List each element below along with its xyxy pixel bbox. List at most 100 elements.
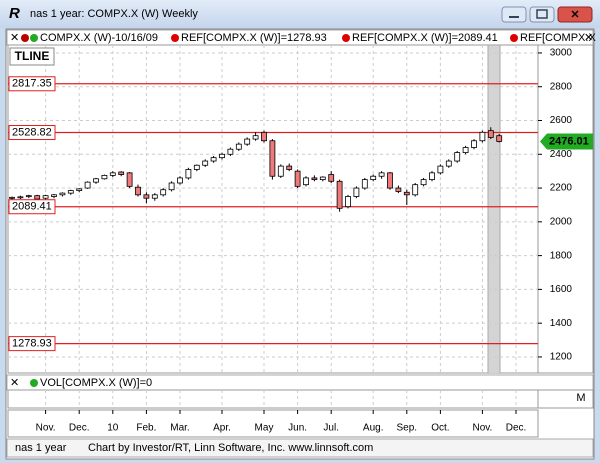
candle-body	[429, 172, 435, 181]
tline-label[interactable]: TLINE	[15, 49, 50, 63]
maximize-button[interactable]	[529, 6, 555, 23]
candle-body	[118, 171, 125, 175]
close-button[interactable]	[557, 6, 593, 23]
legend-entry[interactable]: REF[COMPX.X	[520, 32, 596, 44]
x-tick-label: Nov.	[472, 423, 492, 434]
candle-body	[9, 196, 15, 199]
reference-label-box	[8, 125, 56, 141]
y-tick-label: 1800	[550, 250, 573, 261]
candle-body	[101, 174, 108, 180]
minimize-button[interactable]	[501, 6, 527, 23]
last-price-box	[540, 133, 593, 150]
candle-body	[143, 194, 150, 199]
legend-dot	[30, 379, 38, 387]
candle-body	[328, 174, 335, 182]
candle-body	[177, 177, 183, 184]
legend-close[interactable]: ✕	[10, 32, 19, 44]
legend-close[interactable]: ✕	[584, 32, 593, 44]
candle-body	[17, 196, 24, 199]
cursor-band	[487, 45, 501, 373]
candle-body	[227, 148, 234, 155]
candle-body	[361, 179, 368, 189]
price-pane	[7, 44, 539, 374]
candle-body	[25, 195, 32, 198]
candle-body	[93, 178, 99, 183]
candle-body	[193, 164, 200, 170]
reference-label: 2089.41	[12, 201, 52, 213]
candle-body	[160, 189, 167, 196]
volume-legend[interactable]: VOL[COMPX.X (W)]=0	[40, 377, 152, 389]
x-tick-label: Feb.	[136, 423, 156, 434]
candle-body	[252, 135, 259, 140]
window-title: nas 1 year: COMPX.X (W) Weekly	[30, 8, 198, 20]
maximize-icon	[536, 9, 548, 19]
x-tick-label: Apr.	[213, 423, 231, 434]
candle-body	[67, 190, 74, 194]
plot-area	[8, 45, 538, 373]
legend-dot	[171, 34, 179, 42]
legend-close[interactable]: ✕	[10, 377, 19, 389]
legend-entry[interactable]: REF[COMPX.X (W)]=2089.41	[352, 32, 498, 44]
x-tick-label: May	[255, 423, 274, 434]
volume-axis	[537, 389, 594, 409]
status-bar	[6, 438, 594, 458]
tline-button[interactable]	[9, 47, 55, 66]
candle-body	[76, 188, 83, 191]
candle-body	[151, 194, 158, 199]
candle-body	[261, 131, 267, 142]
x-tick-label: Nov.	[36, 423, 56, 434]
candle-body	[135, 186, 141, 196]
candle-body	[487, 130, 494, 138]
candle-body	[269, 140, 276, 177]
candle-body	[336, 180, 343, 209]
x-tick-label: Jun.	[288, 423, 307, 434]
legend-dot	[342, 34, 350, 42]
reference-label: 1278.93	[12, 338, 52, 350]
y-tick-label: 2400	[550, 149, 573, 160]
reference-label-box	[8, 336, 56, 352]
x-tick-label: Dec.	[506, 423, 527, 434]
legend-dot	[510, 34, 518, 42]
x-tick-label: Sep.	[397, 423, 418, 434]
candle-body	[34, 195, 41, 200]
candle-body	[294, 170, 301, 187]
y-tick-label: 2000	[550, 216, 573, 227]
y-tick-label: 3000	[550, 48, 573, 59]
candle-body	[168, 182, 175, 191]
candle-body	[420, 179, 427, 186]
y-tick-label: 1200	[550, 352, 573, 363]
candle-body	[59, 192, 66, 196]
price-axis	[537, 44, 594, 374]
candle-body	[219, 153, 225, 159]
candle-body	[387, 172, 393, 189]
status-text: nas 1 year	[15, 442, 67, 454]
reference-label-box	[8, 199, 56, 215]
candle-body	[437, 165, 444, 174]
candle-body	[479, 131, 486, 142]
status-text: Chart by Investor/RT, Linn Software, Inc…	[88, 442, 373, 454]
candle-body	[210, 157, 217, 162]
candle-body	[454, 152, 461, 162]
candle-body	[286, 165, 293, 170]
candle-body	[445, 160, 452, 167]
candle-body	[345, 196, 351, 208]
candle-body	[311, 177, 318, 181]
candle-body	[496, 135, 503, 142]
y-tick-label: 2800	[550, 81, 573, 92]
legend-entry[interactable]: REF[COMPX.X (W)]=1278.93	[181, 32, 327, 44]
candle-body	[202, 160, 209, 166]
candle-body	[277, 165, 284, 177]
candle-body	[51, 194, 57, 197]
y-tick-label: 2200	[550, 183, 573, 194]
volume-axis-label: M	[576, 392, 585, 404]
x-tick-label: Mar.	[170, 423, 189, 434]
candle-body	[395, 187, 402, 192]
volume-pane	[7, 389, 539, 409]
title-bar	[0, 0, 600, 28]
candle-body	[185, 169, 192, 179]
reference-label-box	[8, 76, 56, 92]
legend-entry[interactable]: COMPX.X (W)-10/16/09	[40, 32, 158, 44]
candle-body	[462, 147, 469, 153]
candle-body	[303, 177, 309, 186]
